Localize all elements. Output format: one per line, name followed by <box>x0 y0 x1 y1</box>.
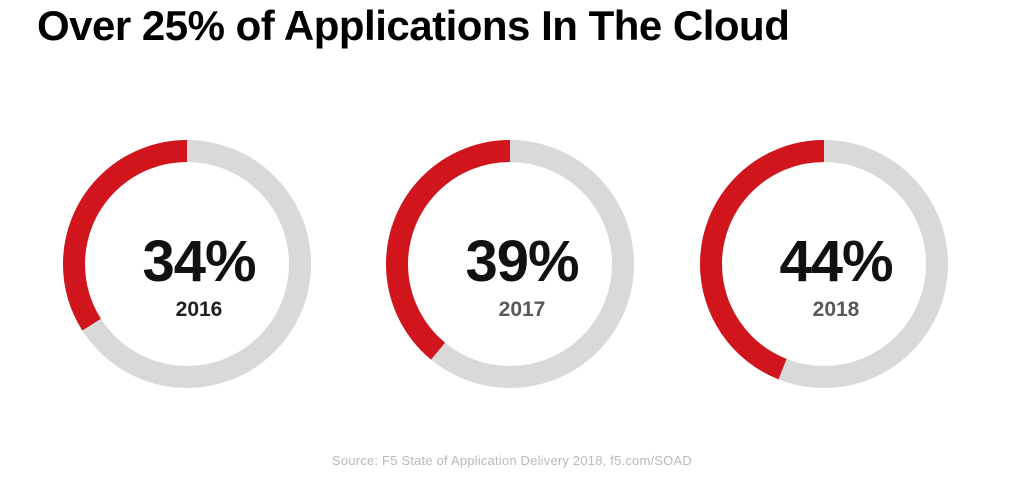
donut-chart-2017: 39% 2017 <box>385 139 635 389</box>
ring-progress <box>386 140 634 388</box>
ring-progress <box>63 140 311 388</box>
donut-ring <box>700 140 948 388</box>
page-title: Over 25% of Applications In The Cloud <box>37 2 790 49</box>
donut-row: 34% 2016 39% 2017 44% 2018 <box>0 139 1024 389</box>
donut-ring <box>63 140 311 388</box>
donut-ring <box>386 140 634 388</box>
donut-chart-2016: 34% 2016 <box>62 139 312 389</box>
donut-chart-2018: 44% 2018 <box>699 139 949 389</box>
ring-progress <box>700 140 948 388</box>
source-note: Source: F5 State of Application Delivery… <box>332 453 692 468</box>
